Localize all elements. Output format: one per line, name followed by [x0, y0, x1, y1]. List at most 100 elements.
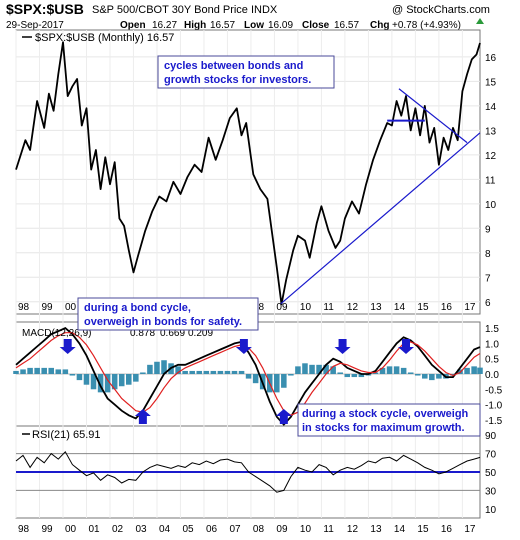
macd-histogram-bar: [210, 370, 217, 374]
x-tick-label: 14: [394, 524, 406, 535]
cycle-arrow-down-icon: [334, 339, 351, 354]
macd-histogram-bar: [69, 374, 76, 376]
price-y-tick-label: 11: [485, 175, 496, 186]
macd-histogram-bar: [344, 374, 351, 378]
price-legend: $SPX:$USB (Monthly) 16.57: [22, 32, 174, 44]
x-tick-label: 99: [41, 524, 53, 535]
macd-histogram-bar: [41, 367, 47, 374]
x-tick-label: 06: [206, 524, 218, 535]
price-y-tick-label: 8: [485, 249, 491, 260]
high-value: 16.57: [210, 20, 235, 31]
macd-y-tick-label: 1.0: [485, 339, 499, 350]
macd-histogram-bar: [55, 369, 62, 374]
macd-histogram-bar: [351, 374, 358, 378]
macd-histogram-bar: [281, 374, 287, 388]
x-tick-label: 17: [464, 524, 476, 535]
annotation-cycles: cycles between bonds and growth stocks f…: [157, 55, 335, 89]
macd-histogram-bar: [274, 374, 280, 393]
cycle-arrow-down-icon: [397, 339, 414, 354]
x-tick-label: 00: [65, 524, 77, 535]
annotation-stock-line-2: in stocks for maximum growth.: [302, 422, 465, 434]
up-change-icon: [476, 18, 484, 24]
macd-histogram-bar: [471, 366, 477, 374]
macd-y-tick-label: -1.5: [485, 416, 503, 427]
macd-legend-value: 0.878: [130, 328, 155, 339]
price-x-tick-label: 08: [253, 302, 265, 313]
price-x-tick-label: 16: [441, 302, 453, 313]
macd-histogram-bar: [393, 366, 400, 374]
cycle-arrow-up-icon: [134, 409, 151, 424]
x-tick-label: 04: [159, 524, 171, 535]
x-axis-labels: 98 99 00 01 02 03 04 05 06 07 08 09 10 11 12 13 14 15 16 17: [18, 524, 476, 535]
macd-histogram-bar: [386, 366, 393, 374]
price-y-tick-label: 14: [485, 102, 497, 113]
macd-y-tick-label: 0.0: [485, 370, 499, 381]
open-value: 16.27: [152, 20, 177, 31]
cycle-arrow-down-icon: [59, 339, 76, 354]
macd-histogram-bar: [288, 374, 294, 376]
macd-histogram-bar: [189, 370, 195, 374]
rsi-legend-text: RSI(21) 65.91: [32, 429, 100, 441]
macd-histogram-bar: [104, 374, 111, 393]
macd-histogram-bar: [309, 364, 315, 374]
x-tick-label: 09: [276, 524, 288, 535]
x-tick-label: 03: [135, 524, 147, 535]
macd-histogram-bar: [161, 360, 167, 374]
price-x-tick-label: 00: [65, 302, 77, 313]
signal-legend-value: 0.669: [160, 328, 185, 339]
x-tick-label: 05: [182, 524, 194, 535]
macd-histogram-bar: [400, 367, 407, 374]
date-label: 29-Sep-2017: [6, 20, 64, 31]
x-tick-label: 98: [18, 524, 30, 535]
macd-histogram-bar: [464, 367, 470, 374]
price-x-tick-label: 10: [300, 302, 312, 313]
macd-histogram-bar: [125, 374, 132, 385]
macd-histogram-bar: [34, 367, 40, 374]
rsi-y-tick-label: 30: [485, 486, 497, 497]
cycle-arrow-up-icon: [275, 409, 292, 424]
macd-y-tick-label: -0.5: [485, 385, 503, 396]
price-y-tick-label: 7: [485, 273, 491, 284]
macd-histogram-bar: [436, 374, 442, 379]
close-value: 16.57: [334, 20, 359, 31]
chg-label: Chg: [370, 20, 389, 31]
macd-histogram-bar: [147, 364, 153, 374]
annotation-bond-line-2: overweigh in bonds for safety.: [84, 316, 242, 328]
rsi-panel: 10 30 50 70 90: [15, 431, 497, 516]
macd-histogram-bar: [295, 366, 301, 374]
macd-histogram-bar: [323, 364, 329, 374]
macd-histogram-bar: [182, 370, 188, 374]
macd-histogram-bar: [140, 372, 146, 374]
low-label: Low: [244, 20, 264, 31]
macd-histogram-bar: [316, 364, 322, 374]
macd-histogram-bar: [175, 366, 181, 374]
price-legend-text: $SPX:$USB (Monthly) 16.57: [35, 32, 174, 44]
price-x-tick-label: 09: [276, 302, 288, 313]
price-series-line: [15, 41, 481, 306]
macd-histogram-bar: [450, 374, 456, 376]
macd-histogram-bar: [302, 363, 308, 374]
price-x-tick-label: 98: [18, 302, 30, 313]
histogram-legend-value: 0.209: [188, 328, 213, 339]
rsi-legend: RSI(21) 65.91: [22, 429, 100, 441]
macd-histogram-bar: [20, 369, 26, 374]
price-y-tick-label: 16: [485, 53, 497, 64]
macd-histogram-bar: [372, 372, 379, 374]
chg-value: +0.78 (+4.93%): [392, 20, 461, 31]
price-x-tick-label: 17: [464, 302, 476, 313]
macd-histogram-bar: [231, 370, 238, 374]
price-y-tick-label: 12: [485, 151, 497, 162]
macd-histogram-bar: [203, 370, 210, 374]
x-tick-label: 08: [253, 524, 265, 535]
price-x-tick-label: 14: [394, 302, 406, 313]
macd-histogram-bar: [62, 369, 69, 374]
open-label: Open: [120, 20, 146, 31]
rsi-y-tick-label: 10: [485, 505, 497, 516]
price-x-tick-label: 99: [41, 302, 53, 313]
x-tick-label: 15: [417, 524, 429, 535]
macd-y-tick-label: -1.0: [485, 401, 503, 412]
price-y-tick-label: 6: [485, 298, 491, 309]
macd-histogram-bar: [118, 374, 125, 387]
price-x-tick-label: 11: [323, 302, 334, 313]
price-x-tick-label: 15: [417, 302, 429, 313]
